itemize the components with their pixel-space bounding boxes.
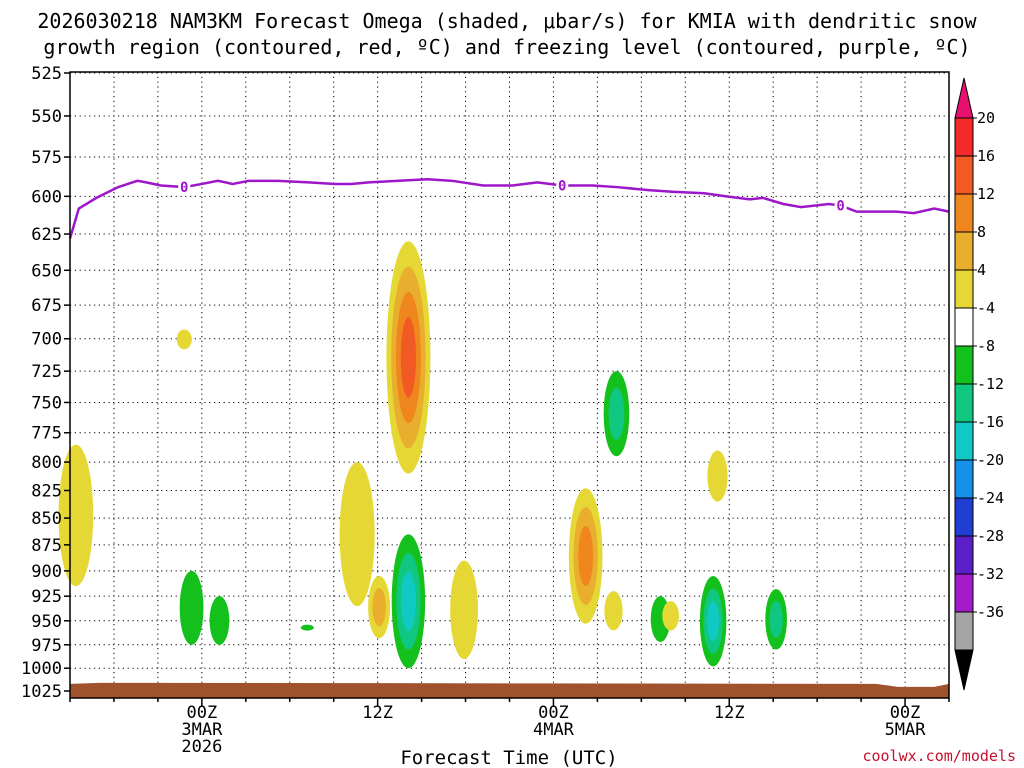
colorbar-label: -16	[977, 413, 1004, 431]
y-tick-label: 750	[31, 393, 62, 413]
y-tick-label: 600	[31, 187, 62, 207]
colorbar-bin	[954, 345, 974, 385]
pressure-axis: 525 550 575 600 625 650 675 700 725 750 775 800 825 8…	[21, 64, 70, 702]
omega-region-8-core-3	[400, 317, 417, 398]
colorbar-label: 12	[977, 185, 995, 203]
colorbar-label: -8	[977, 337, 995, 355]
colorbar-bin	[954, 117, 974, 157]
y-tick-label: 800	[31, 453, 62, 473]
omega-region-17-core-2	[707, 601, 720, 642]
colorbar-bin	[954, 421, 974, 461]
chart-title-line-1: 2026030218 NAM3KM Forecast Omega (shaded…	[37, 9, 977, 33]
omega-region-16	[707, 450, 728, 502]
y-tick-label: 1025	[21, 682, 62, 702]
x-tick-label: 12Z	[714, 703, 745, 723]
colorbar-top-triangle	[954, 77, 974, 119]
colorbar-bin	[954, 535, 974, 575]
colorbar-bin	[954, 383, 974, 423]
y-tick-label: 700	[31, 330, 62, 350]
y-tick-label: 675	[31, 296, 62, 316]
colorbar-label: 20	[977, 109, 995, 127]
colorbar-label: -12	[977, 375, 1004, 393]
omega-region-13-core-1	[608, 387, 625, 440]
freezing-level-label: 0	[180, 180, 188, 196]
freezing-level-label-bg	[556, 177, 569, 194]
colorbar-bin	[954, 307, 974, 347]
y-tick-label: 925	[31, 587, 62, 607]
x-tick-label: 4MAR	[533, 720, 575, 740]
freezing-level-label: 0	[558, 179, 566, 195]
y-tick-label: 1000	[21, 659, 62, 679]
x-tick-label: 2026	[181, 737, 222, 757]
colorbar-label: -20	[977, 451, 1004, 469]
colorbar-label: 4	[977, 261, 986, 279]
freezing-level-contour: 0 0 0	[68, 177, 950, 239]
omega-region-4	[209, 596, 230, 645]
colorbar-bin	[954, 155, 974, 195]
colorbar-label: -4	[977, 299, 995, 317]
freezing-level-label-bg	[178, 179, 191, 196]
colorbar-label: 8	[977, 223, 986, 241]
y-tick-label: 550	[31, 107, 62, 127]
x-tick-label: 00Z	[538, 703, 569, 723]
y-tick-label: 625	[31, 225, 62, 245]
y-tick-label: 525	[31, 64, 62, 84]
y-tick-label: 900	[31, 562, 62, 582]
freezing-level-label: 0	[836, 199, 844, 215]
colorbar-label: -32	[977, 565, 1004, 583]
x-axis-title: Forecast Time (UTC)	[400, 747, 617, 768]
colorbar-label: 16	[977, 147, 995, 165]
colorbar-bin	[954, 231, 974, 271]
y-tick-label: 575	[31, 148, 62, 168]
omega-region-7-core-1	[372, 587, 386, 627]
x-tick-label: 00Z	[186, 703, 217, 723]
surface-terrain	[70, 682, 949, 698]
colorbar-label: -36	[977, 603, 1004, 621]
colorbar-bin	[954, 269, 974, 309]
colorbar-bin	[954, 611, 974, 651]
y-tick-label: 850	[31, 509, 62, 529]
colorbar-bottom-triangle	[954, 649, 974, 691]
omega-region-1	[176, 329, 192, 350]
plot-area: 0 0 0	[58, 71, 950, 699]
terrain-band	[70, 682, 949, 698]
colorbar-bin	[954, 193, 974, 233]
x-tick-label: 12Z	[362, 703, 393, 723]
colorbar-bin	[954, 573, 974, 613]
x-tick-label: 00Z	[890, 703, 921, 723]
omega-colorbar: 20 16 12 8 4 -4 -8 -12 -16 -20 -24 -28 -32 -36	[954, 77, 1004, 691]
y-tick-label: 975	[31, 636, 62, 656]
y-tick-label: 950	[31, 612, 62, 632]
omega-shading	[58, 241, 787, 669]
freezing-level-label-bg	[834, 197, 847, 214]
omega-region-18-core-1	[769, 600, 783, 638]
y-tick-label: 725	[31, 362, 62, 382]
x-tick-label: 5MAR	[885, 720, 927, 740]
x-tick-label: 3MAR	[181, 720, 223, 740]
y-tick-label: 650	[31, 261, 62, 281]
y-tick-label: 875	[31, 536, 62, 556]
colorbar-label: -28	[977, 527, 1004, 545]
omega-region-5	[300, 624, 314, 631]
colorbar-label: -24	[977, 489, 1004, 507]
omega-region-9-core-2	[400, 571, 416, 631]
chart-title-line-2: growth region (contoured, red, ºC) and f…	[43, 35, 970, 59]
credit-link[interactable]: coolwx.com/models	[862, 747, 1016, 765]
colorbar-bin	[954, 459, 974, 499]
omega-region-15	[662, 601, 679, 631]
y-tick-label: 775	[31, 424, 62, 444]
omega-region-12	[604, 591, 623, 631]
omega-region-2	[58, 444, 94, 587]
y-tick-label: 825	[31, 481, 62, 501]
omega-region-10	[450, 560, 478, 659]
omega-region-3	[179, 570, 204, 645]
omega-region-11-core-2	[578, 525, 594, 587]
colorbar-bin	[954, 497, 974, 537]
omega-region-6	[339, 462, 375, 607]
